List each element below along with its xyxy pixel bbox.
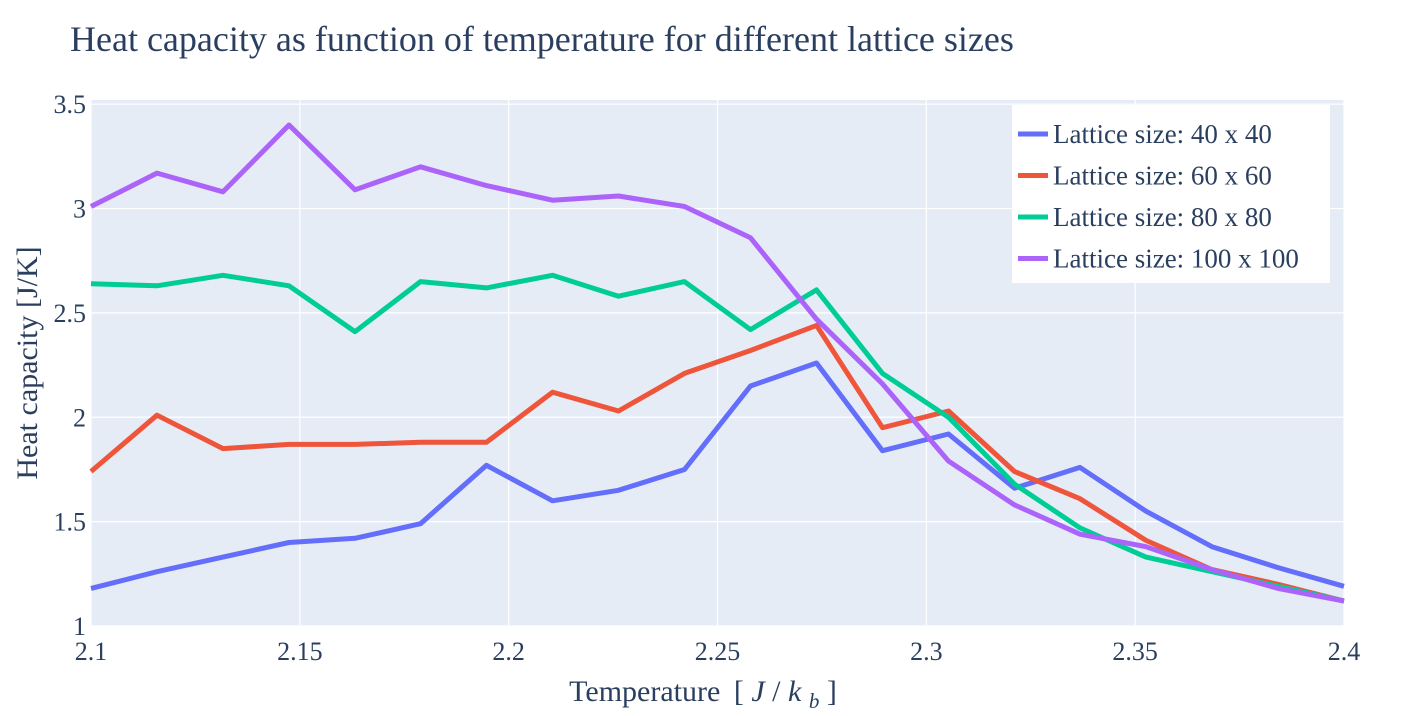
y-axis-title: Heat capacity [J/K] xyxy=(11,246,44,479)
x-axis-ticks: 2.1 2.15 2.2 2.25 2.3 2.35 2.4 xyxy=(75,637,1361,666)
legend-item-3[interactable]: Lattice size: 80 x 80 xyxy=(1018,202,1272,232)
y-tick-label: 2 xyxy=(73,403,86,432)
x-axis-title-sub: b xyxy=(809,689,820,713)
series-line-2[interactable] xyxy=(89,322,1345,604)
x-tick-label: 2.3 xyxy=(910,637,943,666)
chart-title: Heat capacity as function of temperature… xyxy=(70,19,1014,59)
x-tick-label: 2.15 xyxy=(277,637,323,666)
x-axis-title-close: ] xyxy=(827,675,837,708)
y-tick-label: 3 xyxy=(73,195,86,224)
legend-item-2[interactable]: Lattice size: 60 x 60 xyxy=(1018,161,1272,191)
legend-label: Lattice size: 40 x 40 xyxy=(1053,119,1272,149)
x-axis-title-j: J xyxy=(751,675,766,708)
y-tick-label: 1.5 xyxy=(54,508,87,537)
gridlines xyxy=(90,100,1345,627)
series-line-1[interactable] xyxy=(90,360,1345,591)
x-axis-title-text: Temperature xyxy=(569,675,720,708)
legend-label: Lattice size: 80 x 80 xyxy=(1053,202,1272,232)
y-tick-label: 2.5 xyxy=(54,299,87,328)
x-axis-title-open: [ xyxy=(734,675,744,708)
y-tick-label: 3.5 xyxy=(54,90,87,119)
x-axis-title-slash: / xyxy=(772,675,781,708)
x-axis-title-k: k xyxy=(788,675,802,708)
legend-item-1[interactable]: Lattice size: 40 x 40 xyxy=(1018,119,1272,149)
y-axis-ticks: 1 1.5 2 2.5 3 3.5 xyxy=(54,90,87,641)
legend-label: Lattice size: 60 x 60 xyxy=(1053,161,1272,191)
series-layer xyxy=(89,122,1345,604)
series-line-3[interactable] xyxy=(90,272,1345,604)
legend-label: Lattice size: 100 x 100 xyxy=(1053,244,1299,274)
x-tick-label: 2.25 xyxy=(695,637,741,666)
x-tick-label: 2.1 xyxy=(75,637,108,666)
x-tick-label: 2.4 xyxy=(1328,637,1361,666)
y-tick-label: 1 xyxy=(73,612,86,641)
legend-item-4[interactable]: Lattice size: 100 x 100 xyxy=(1018,244,1299,274)
legend-box xyxy=(1012,105,1330,283)
series-line-4[interactable] xyxy=(89,122,1345,604)
x-tick-label: 2.2 xyxy=(492,637,525,666)
x-axis-title: Temperature [ J / k b ] xyxy=(569,675,837,715)
legend[interactable]: Lattice size: 40 x 40 Lattice size: 60 x … xyxy=(1012,105,1330,283)
x-tick-label: 2.35 xyxy=(1112,637,1158,666)
